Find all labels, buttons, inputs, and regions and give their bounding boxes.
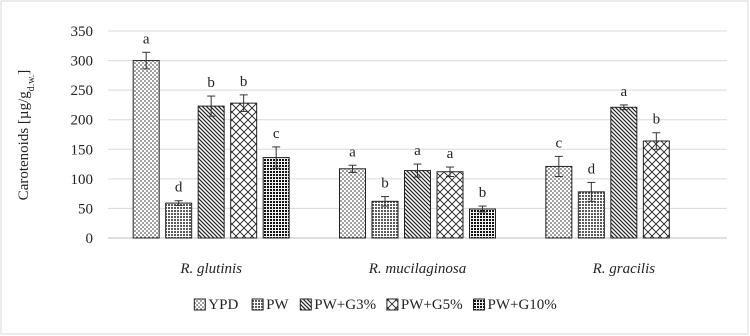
legend-swatch: [299, 298, 312, 311]
legend-label: PW+G5%: [401, 297, 463, 313]
legend-item-pw: PW: [251, 297, 289, 313]
significance-letter: b: [207, 75, 215, 91]
y-axis-ticks: 0 50 100 150 200 250 300 350: [71, 24, 94, 247]
y-tick-label: 150: [71, 142, 94, 158]
y-tick-label: 200: [71, 113, 94, 129]
error-bar: [478, 205, 487, 213]
significance-letter: b: [240, 74, 248, 90]
significance-letter: a: [447, 146, 454, 162]
bar-pw-1: [165, 202, 193, 239]
legend-swatch: [386, 298, 399, 311]
legend-swatch: [473, 298, 485, 311]
bar-pw-g3--2: [404, 170, 431, 239]
bars: [132, 60, 670, 239]
category-labels: R. glutinis R. mucilaginosa R. gracilis: [179, 261, 655, 277]
significance-letter: b: [653, 112, 661, 128]
bar-pw-g5--3: [642, 140, 670, 239]
legend: YPD PW PW+G3% PW+G5% PW+G10%: [193, 297, 557, 313]
error-bar: [142, 51, 151, 70]
legend-label: PW+G10%: [488, 297, 557, 313]
error-bar: [587, 181, 596, 202]
category-label: R. gracilis: [592, 261, 656, 277]
y-axis-label: Carotenoids [µg/gd.w.]: [16, 70, 37, 201]
y-tick-label: 0: [86, 231, 94, 247]
bar-ypd-2: [339, 168, 366, 239]
y-tick-label: 250: [71, 83, 94, 99]
error-bar: [619, 104, 628, 111]
bar-pw-g3--3: [610, 106, 638, 239]
error-bar: [652, 132, 661, 150]
significance-letter: b: [381, 176, 389, 192]
legend-swatch: [251, 298, 264, 311]
significance-letter: a: [349, 144, 356, 160]
error-bar: [554, 155, 563, 177]
bar-ypd-3: [545, 165, 573, 239]
bar-pw-g3--1: [197, 105, 225, 239]
bar-pw-g10--1: [262, 157, 290, 239]
significance-letter: b: [479, 185, 487, 201]
legend-item-pw-g10-: PW+G10%: [473, 297, 557, 313]
error-bar: [413, 163, 422, 178]
bar-ypd-1: [132, 60, 160, 239]
legend-label: PW+G3%: [314, 297, 376, 313]
error-bar: [272, 146, 281, 169]
error-bar: [381, 196, 389, 207]
category-label: R. glutinis: [179, 261, 242, 277]
significance-letter: c: [555, 135, 562, 151]
legend-label: YPD: [208, 297, 238, 313]
significance-letter: c: [273, 126, 280, 142]
y-tick-label: 100: [71, 172, 94, 188]
significance-letter: a: [620, 84, 627, 100]
error-bars: [142, 51, 661, 213]
significance-letter: d: [588, 161, 596, 177]
legend-label: PW: [266, 297, 289, 313]
error-bar: [174, 200, 183, 206]
bar-pw-g5--2: [436, 171, 464, 239]
y-tick-label: 300: [71, 54, 94, 70]
significance-letters: a d b b c a b a a b c d a b: [143, 31, 660, 201]
legend-item-ypd: YPD: [193, 297, 238, 313]
error-bar: [348, 164, 357, 173]
error-bar: [446, 166, 454, 177]
legend-item-pw-g3-: PW+G3%: [299, 297, 376, 313]
error-bar: [207, 95, 216, 117]
category-label: R. mucilaginosa: [368, 261, 467, 277]
legend-swatch: [193, 298, 206, 311]
error-bar: [239, 94, 248, 112]
significance-letter: a: [143, 31, 150, 47]
bar-pw-g5--1: [230, 102, 258, 239]
significance-letter: d: [175, 180, 183, 196]
bar-pw-g10--2: [469, 208, 496, 239]
y-tick-label: 50: [78, 201, 93, 217]
y-tick-label: 350: [71, 24, 94, 40]
significance-letter: a: [414, 143, 421, 159]
legend-item-pw-g5-: PW+G5%: [386, 297, 463, 313]
bar-pw-2: [371, 200, 399, 239]
